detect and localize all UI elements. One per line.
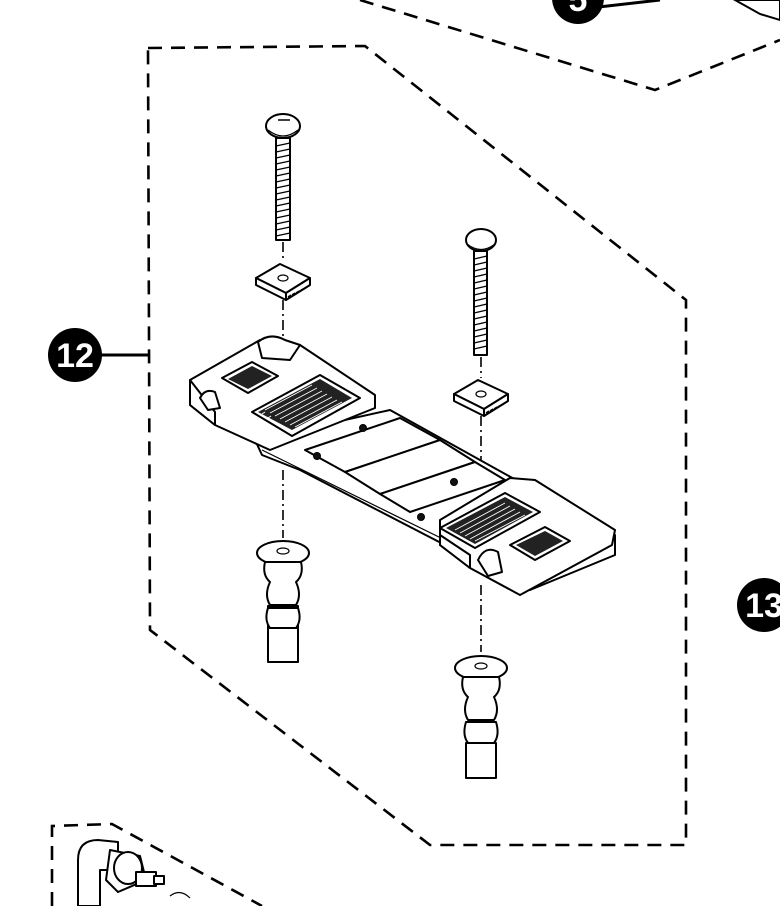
right-screw	[465, 228, 497, 356]
bottom-left-partial-group	[50, 822, 263, 906]
callout-13-number: 13	[745, 587, 780, 625]
callout-12: 12	[48, 328, 150, 382]
elbow-fitting	[77, 839, 191, 906]
callout-12-number: 12	[56, 337, 94, 375]
left-screw	[265, 113, 301, 241]
right-wall-anchor	[454, 655, 508, 779]
left-wall-anchor	[256, 540, 310, 663]
callout-5-number: 5	[569, 0, 588, 19]
mounting-bracket	[189, 335, 616, 596]
callout-13-badge	[737, 578, 780, 632]
left-nut	[255, 263, 311, 301]
group-12-boundary	[146, 44, 688, 847]
callout-5-badge	[552, 0, 604, 24]
callout-12-badge	[48, 328, 102, 382]
callout-13: 13	[737, 578, 780, 632]
right-nut	[453, 379, 509, 417]
callout-5-group: 5	[359, 0, 780, 92]
